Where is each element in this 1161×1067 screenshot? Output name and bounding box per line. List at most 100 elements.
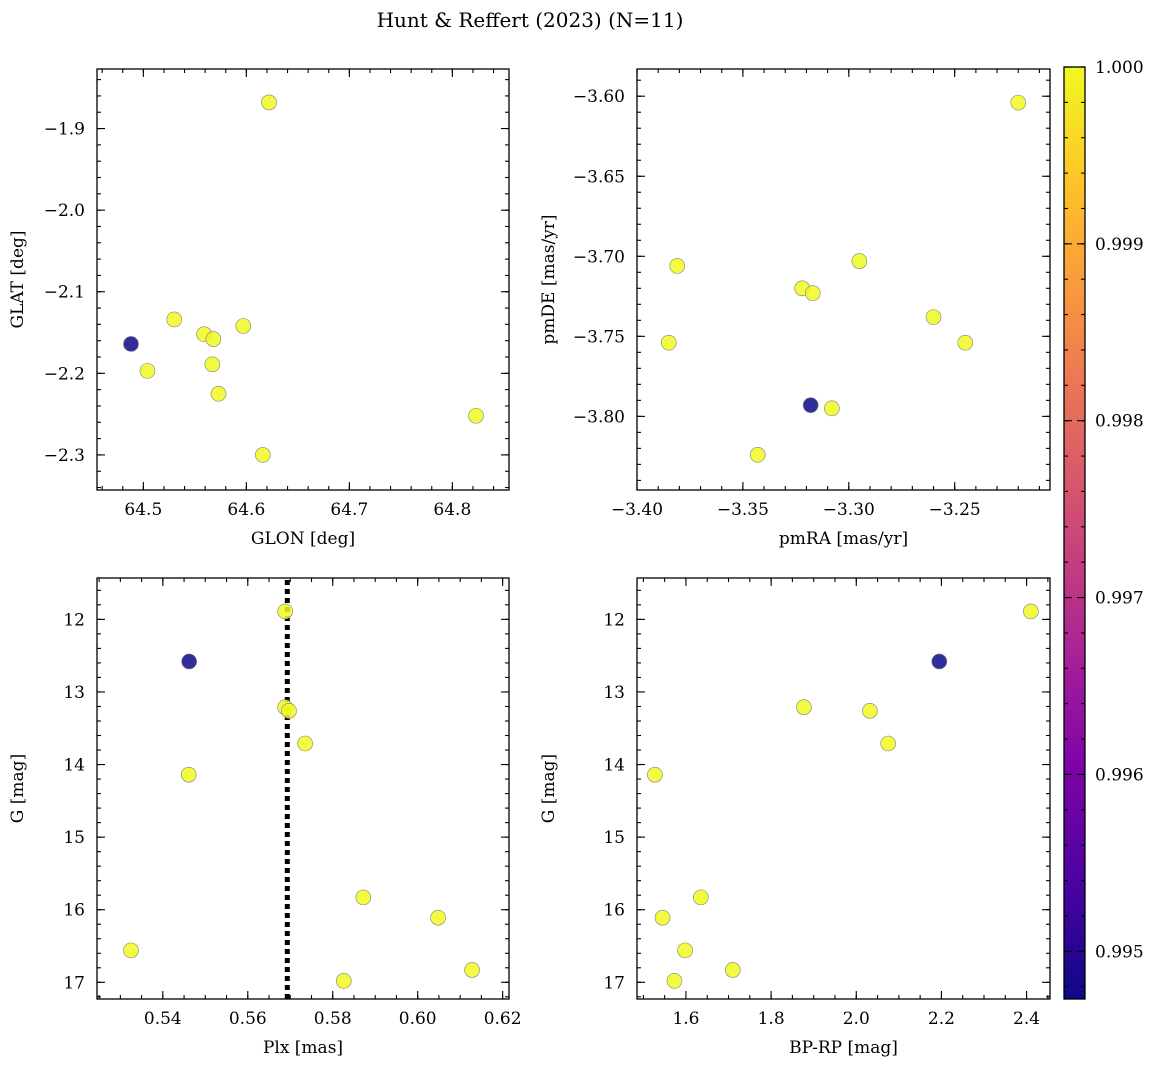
x-axis-label: pmRA [mas/yr]: [779, 529, 908, 549]
x-tick-label: −3.40: [611, 500, 663, 520]
colorbar-tick-label: 0.998: [1095, 412, 1144, 432]
data-point: [824, 400, 840, 417]
y-tick-label: 15: [603, 828, 625, 848]
colorbar: 0.995 0.996 0.997 0.998 0.999 1.000: [1063, 58, 1144, 1000]
colorbar-tick-label: 0.996: [1095, 765, 1144, 785]
plot-frame: [636, 577, 1051, 1000]
y-tick-label: 16: [63, 901, 85, 921]
data-point: [277, 603, 293, 620]
data-point: [205, 331, 222, 347]
x-tick-label: 2.2: [928, 1009, 955, 1029]
y-tick-label: 14: [63, 756, 85, 776]
y-tick-label: 13: [603, 683, 625, 703]
data-point: [355, 889, 372, 906]
y-tick-label: 12: [603, 610, 625, 630]
data-point: [210, 385, 227, 402]
data-point: [804, 285, 821, 301]
data-point: [749, 446, 766, 463]
y-tick-label: 16: [603, 901, 625, 921]
data-point: [204, 356, 221, 373]
y-tick-label: −1.9: [44, 120, 85, 140]
x-axis-label: BP-RP [mag]: [789, 1038, 898, 1058]
y-tick-label: 14: [603, 756, 625, 776]
colorbar-tick-label: 1.000: [1095, 58, 1144, 78]
data-point: [430, 909, 446, 926]
y-axis-label: GLAT [deg]: [8, 230, 28, 328]
y-axis-label: G [mag]: [539, 754, 559, 823]
y-tick-label: 13: [63, 683, 85, 703]
figure-title: Hunt & Reffert (2023) (N=11): [377, 8, 684, 32]
data-point: [660, 334, 677, 351]
data-point: [255, 447, 271, 463]
data-point: [139, 363, 156, 379]
x-tick-label: 0.60: [399, 1009, 437, 1029]
plot-frame: [96, 577, 510, 1000]
colorbar-tick-label: 0.995: [1095, 942, 1144, 962]
data-point: [261, 94, 277, 111]
y-tick-label: 17: [63, 973, 85, 993]
data-point: [931, 653, 948, 670]
colorbar-frame: [1063, 66, 1086, 1000]
x-tick-label: −3.25: [929, 500, 981, 520]
data-point: [957, 334, 974, 351]
data-point: [235, 318, 252, 334]
data-point: [724, 962, 741, 978]
x-tick-label: 64.8: [433, 500, 471, 520]
data-point: [180, 766, 197, 783]
data-point: [464, 962, 480, 978]
y-tick-label: −2.2: [44, 364, 85, 384]
data-point: [654, 909, 671, 926]
data-point: [166, 311, 183, 328]
data-point: [666, 973, 683, 989]
data-point: [862, 703, 878, 719]
data-point: [796, 699, 812, 716]
data-point: [880, 735, 897, 752]
y-tick-label: −3.80: [573, 407, 625, 427]
data-point: [1010, 94, 1027, 111]
y-tick-label: 17: [603, 973, 625, 993]
data-point: [468, 407, 484, 424]
data-point: [181, 653, 197, 670]
x-tick-label: 0.56: [229, 1009, 267, 1029]
data-point: [802, 397, 819, 413]
data-point: [851, 253, 868, 269]
data-point: [123, 336, 139, 352]
data-point: [677, 942, 693, 959]
y-axis-label: G [mag]: [8, 754, 28, 823]
data-point: [693, 889, 709, 906]
y-tick-label: −3.75: [573, 327, 625, 347]
x-tick-label: 64.6: [227, 500, 265, 520]
data-point: [335, 973, 352, 989]
panel-glon-glat: 64.5 64.6 64.7 64.8 −1.9 −2.0 −2.1 −2.2 −2.3 GLON…: [8, 68, 510, 549]
data-point: [647, 766, 663, 783]
y-tick-label: −2.3: [44, 446, 85, 466]
x-tick-label: 0.62: [484, 1009, 522, 1029]
x-tick-label: 64.5: [124, 500, 162, 520]
data-point: [669, 258, 686, 274]
x-tick-label: 64.7: [330, 500, 368, 520]
x-tick-label: 2.0: [843, 1009, 870, 1029]
x-axis-label: Plx [mas]: [263, 1038, 343, 1058]
plot-frame: [96, 68, 510, 491]
x-axis-label: GLON [deg]: [251, 529, 355, 549]
panel-plx-g: 0.54 0.56 0.58 0.60 0.62 12 13 14 15 16 17 Plx [mas…: [8, 577, 522, 1058]
data-point: [281, 703, 297, 719]
y-tick-label: 15: [63, 828, 85, 848]
y-tick-label: −2.0: [44, 201, 85, 221]
x-tick-label: 0.58: [314, 1009, 352, 1029]
data-point: [925, 309, 942, 325]
y-tick-label: 12: [63, 610, 85, 630]
colorbar-tick-label: 0.999: [1095, 235, 1144, 255]
data-point: [297, 735, 313, 752]
panel-bprp-g: 1.6 1.8 2.0 2.2 2.4 12 13 14 15 16 17 BP-RP [mag] G …: [539, 577, 1051, 1058]
x-tick-label: −3.30: [823, 500, 875, 520]
y-tick-label: −2.1: [44, 283, 85, 303]
data-point: [1023, 603, 1039, 620]
data-point: [123, 942, 139, 959]
y-tick-label: −3.65: [573, 167, 625, 187]
x-tick-label: 0.54: [144, 1009, 182, 1029]
colorbar-gradient: [1064, 67, 1085, 999]
y-axis-label: pmDE [mas/yr]: [539, 214, 559, 344]
y-tick-label: −3.60: [573, 87, 625, 107]
